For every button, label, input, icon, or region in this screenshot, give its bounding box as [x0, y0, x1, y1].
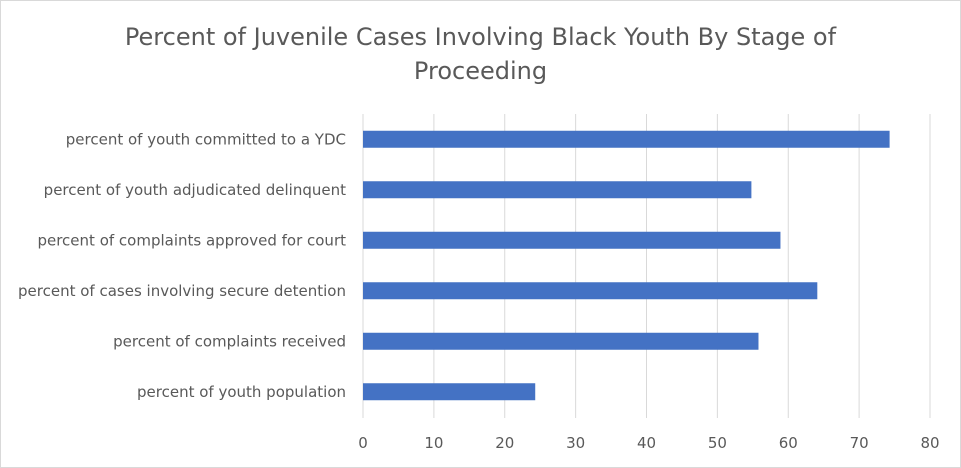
chart-title: Percent of Juvenile Cases Involving Blac…	[124, 23, 837, 85]
bar-4	[363, 282, 818, 300]
category-label-4: percent of cases involving secure detent…	[18, 282, 346, 300]
x-tick-label-20: 20	[495, 434, 514, 452]
category-label-5: percent of complaints received	[113, 332, 346, 350]
category-label-2: percent of youth adjudicated delinquent	[44, 181, 346, 199]
category-label-6: percent of youth population	[137, 383, 346, 401]
x-tick-label-10: 10	[424, 434, 443, 452]
x-tick-label-0: 0	[358, 434, 368, 452]
bar-2	[363, 181, 752, 199]
x-tick-label-30: 30	[566, 434, 585, 452]
category-labels: percent of youth committed to a YDC perce…	[18, 130, 346, 401]
bar-3	[363, 231, 781, 249]
bar-6	[363, 383, 536, 401]
bar-1	[363, 130, 890, 148]
x-tick-label-40: 40	[637, 434, 656, 452]
gridlines	[362, 114, 931, 418]
x-tick-label-80: 80	[920, 434, 939, 452]
x-tick-label-50: 50	[708, 434, 727, 452]
bars	[363, 130, 890, 401]
x-tick-label-60: 60	[779, 434, 798, 452]
category-label-1: percent of youth committed to a YDC	[66, 130, 346, 148]
bar-5	[363, 332, 759, 350]
category-label-3: percent of complaints approved for court	[37, 231, 346, 249]
x-axis-tick-labels: 0 10 20 30 40 50 60 70 80	[358, 434, 939, 452]
x-tick-label-70: 70	[850, 434, 869, 452]
